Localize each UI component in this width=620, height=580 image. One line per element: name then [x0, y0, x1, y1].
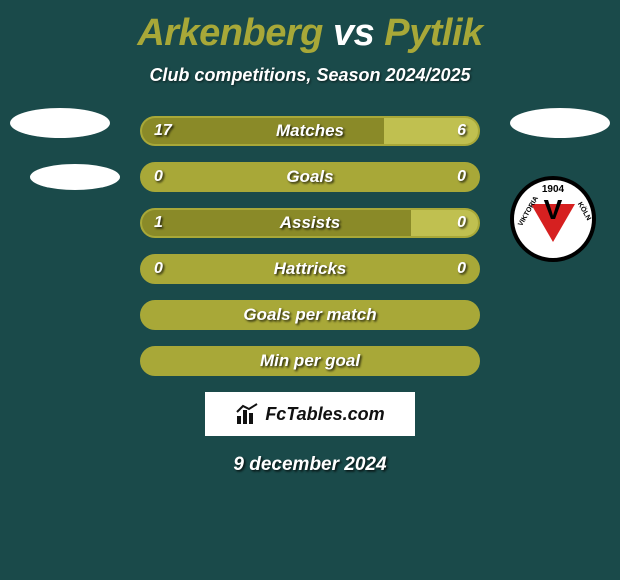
- chart-icon: [235, 402, 259, 426]
- right-team-badge: 1904 V VIKTORIA KÖLN: [510, 108, 610, 262]
- stat-label: Goals per match: [142, 305, 478, 325]
- club-crest: 1904 V VIKTORIA KÖLN: [510, 176, 596, 262]
- crest-text-right: KÖLN: [576, 201, 592, 222]
- placeholder-ellipse: [510, 108, 610, 138]
- stat-label: Min per goal: [142, 351, 478, 371]
- placeholder-ellipse: [10, 108, 110, 138]
- stat-label: Assists: [142, 213, 478, 233]
- stat-label: Goals: [142, 167, 478, 187]
- stat-label: Hattricks: [142, 259, 478, 279]
- stat-bar: 00Hattricks: [140, 254, 480, 284]
- stat-bar: 176Matches: [140, 116, 480, 146]
- vs-separator: vs: [333, 12, 374, 54]
- stat-bar: Min per goal: [140, 346, 480, 376]
- brand-box: FcTables.com: [205, 392, 415, 436]
- crest-letter: V: [544, 194, 563, 226]
- stat-bar: 10Assists: [140, 208, 480, 238]
- brand-text: FcTables.com: [265, 404, 384, 425]
- comparison-title: Arkenberg vs Pytlik: [0, 0, 620, 55]
- player2-name: Pytlik: [384, 12, 482, 54]
- stats-area: 1904 V VIKTORIA KÖLN 176Matches 00Goals 10…: [0, 116, 620, 376]
- stat-bar: 00Goals: [140, 162, 480, 192]
- placeholder-ellipse: [30, 164, 120, 190]
- stat-bar: Goals per match: [140, 300, 480, 330]
- left-team-badge: [10, 108, 120, 190]
- stats-bars: 176Matches 00Goals 10Assists 00Hattricks Goa…: [140, 116, 480, 376]
- stat-label: Matches: [142, 121, 478, 141]
- player1-name: Arkenberg: [137, 12, 323, 54]
- date-label: 9 december 2024: [0, 454, 620, 476]
- subtitle: Club competitions, Season 2024/2025: [0, 65, 620, 86]
